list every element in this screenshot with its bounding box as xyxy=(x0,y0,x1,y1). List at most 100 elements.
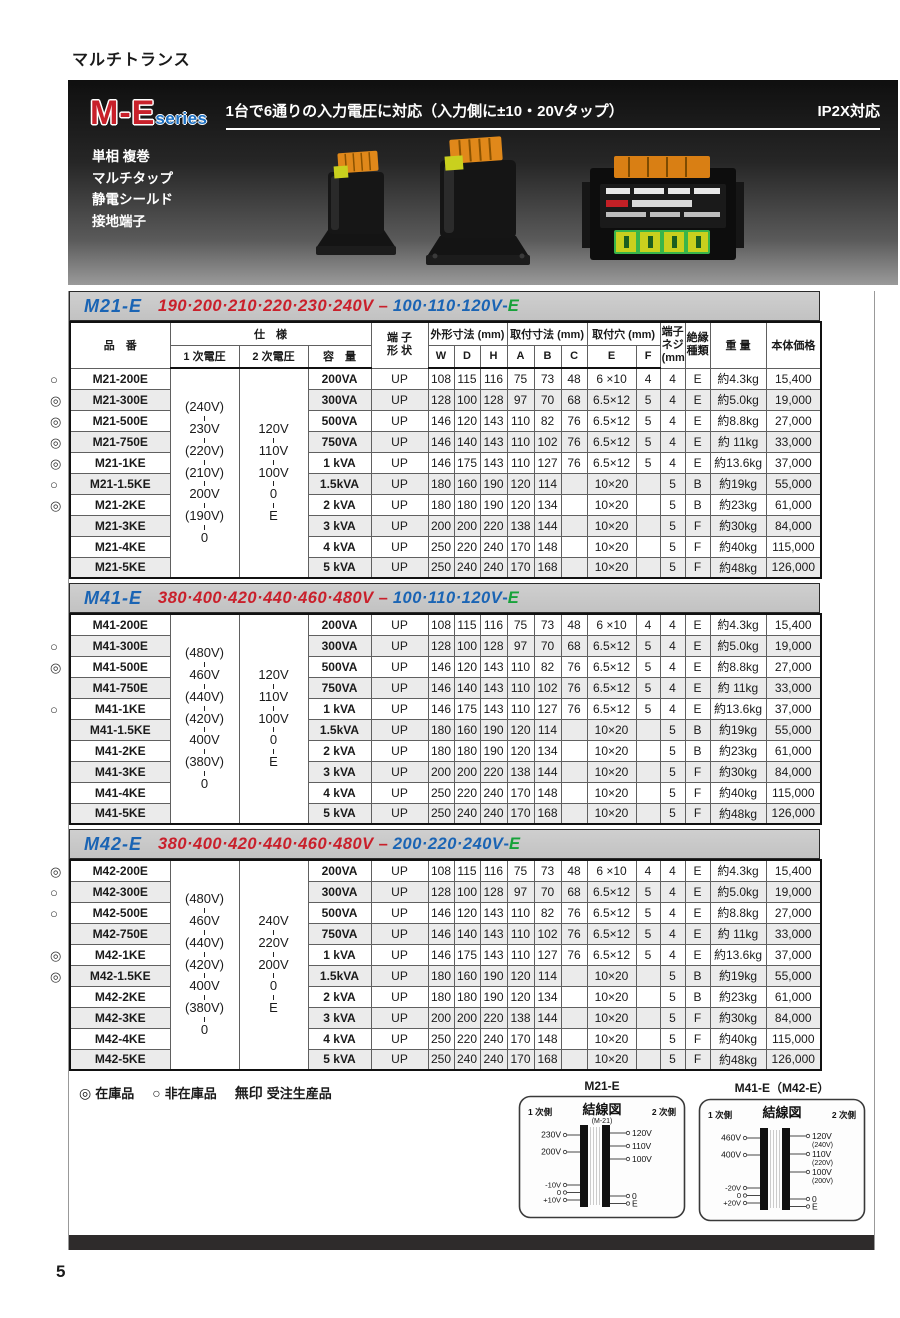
cell-capacity: 4 kVA xyxy=(307,781,372,804)
table-row: M21-750E 750VA UP 146 140 143 110 102 76 6.5×12 5 4… xyxy=(69,430,822,453)
svg-text:2 次側: 2 次側 xyxy=(832,1110,857,1120)
svg-text:+20V: +20V xyxy=(723,1199,741,1208)
tap-value: E xyxy=(269,754,278,770)
cell-hole-e: 10×20 xyxy=(586,802,637,825)
cell-terminal: UP xyxy=(370,676,429,699)
cell-weight: 約8.8kg xyxy=(709,409,767,432)
cell-insulation: B xyxy=(684,964,711,987)
cell-d: 100 xyxy=(453,634,481,657)
cell-w: 146 xyxy=(427,655,455,678)
catalog-box: ○ ◎ ◎ ◎ ◎ ○ ◎ M21-E 190·200·210·220·230·240V –100… xyxy=(50,291,875,1250)
table-model-label: M42-E xyxy=(84,833,143,854)
cell-weight: 約23kg xyxy=(709,493,767,516)
cell-b: 134 xyxy=(533,739,562,762)
tap-value: (380V) xyxy=(184,1000,225,1016)
table-model-label: M41-E xyxy=(84,587,143,608)
cell-weight: 約30kg xyxy=(709,760,767,783)
cell-hole-e: 10×20 xyxy=(586,1006,637,1029)
cell-hole-e: 6 ×10 xyxy=(586,859,637,882)
tap-value: 0 xyxy=(269,486,278,502)
table-row: M21-5KE 5 kVA UP 250 240 240 170 168 10×20 5 F 約48k… xyxy=(69,556,822,579)
cell-weight: 約4.3kg xyxy=(709,367,767,390)
cell-weight: 約4.3kg xyxy=(709,859,767,882)
product-photos xyxy=(316,136,744,265)
cell-w: 128 xyxy=(427,388,455,411)
cell-h: 240 xyxy=(479,781,508,804)
product-table-M21-E: ○ ◎ ◎ ◎ ◎ ○ ◎ M21-E 190·200·210·220·230·240V –100… xyxy=(50,291,874,579)
cell-screw: 5 xyxy=(659,985,686,1008)
cell-hole-f xyxy=(635,472,661,495)
cell-terminal: UP xyxy=(370,901,429,924)
bottom-bar xyxy=(69,1235,874,1250)
cell-h: 220 xyxy=(479,760,508,783)
cell-terminal: UP xyxy=(370,556,429,579)
cell-hole-f: 4 xyxy=(635,367,661,390)
cell-secondary-taps: 120V 110V 100V 0 E xyxy=(238,613,309,825)
cell-h: 190 xyxy=(479,964,508,987)
cell-price: 27,000 xyxy=(765,655,822,678)
cell-h: 220 xyxy=(479,514,508,537)
hero-tagline: 1台で6通りの入力電圧に対応（入力側に±10・20Vタップ） xyxy=(225,103,624,120)
col-sub: H xyxy=(479,344,508,369)
stock-marker-rail: ○ ◎ ○ xyxy=(50,583,69,825)
cell-screw: 4 xyxy=(659,388,686,411)
cell-insulation: E xyxy=(684,613,711,636)
cell-hole-f xyxy=(635,985,661,1008)
tap-value: 200V xyxy=(258,956,289,972)
table-row: M42-200E (480V) 460V (440V) (420V) 400V (380V)… xyxy=(69,859,822,1071)
cell-terminal: UP xyxy=(370,634,429,657)
stock-legend: ◎ 在庫品 ○ 非在庫品 無印 受注生産品 xyxy=(79,1079,518,1103)
table-row: M41-3KE 3 kVA UP 200 200 220 138 144 10×20 5 F 約30k… xyxy=(69,760,822,783)
cell-h: 143 xyxy=(479,430,508,453)
tap-value: 200V xyxy=(189,486,220,502)
tap-value: 100V xyxy=(258,464,289,480)
cell-screw: 4 xyxy=(659,676,686,699)
stock-marker xyxy=(50,1029,69,1050)
cell-price: 37,000 xyxy=(765,451,822,474)
cell-price: 33,000 xyxy=(765,676,822,699)
svg-text:(240V): (240V) xyxy=(812,1142,833,1149)
cell-price: 37,000 xyxy=(765,943,822,966)
cell-c xyxy=(560,1006,588,1029)
cell-insulation: B xyxy=(684,718,711,741)
cell-part: M21-4KE xyxy=(69,535,171,558)
table-row: M41-200E (480V) 460V (440V) (420V) 400V (380V)… xyxy=(69,613,822,825)
stock-marker xyxy=(50,1050,69,1071)
table-row: M21-200E (240V) 230V (220V) (210V) 200V (190V)… xyxy=(69,367,822,579)
cell-w: 180 xyxy=(427,493,455,516)
cell-capacity: 3 kVA xyxy=(307,514,372,537)
cell-d: 120 xyxy=(453,409,481,432)
cell-hole-f: 5 xyxy=(635,655,661,678)
cell-screw: 4 xyxy=(659,451,686,474)
stock-marker: ○ xyxy=(50,372,58,387)
tap-value: (420V) xyxy=(184,710,225,726)
hero-banner: M-Eseries 1台で6通りの入力電圧に対応（入力側に±10・20Vタップ）… xyxy=(68,80,898,285)
tap-value: 110V xyxy=(258,688,289,704)
cell-hole-f: 5 xyxy=(635,943,661,966)
tap-value: E xyxy=(269,1000,278,1016)
cell-hole-f xyxy=(635,739,661,762)
cell-insulation: E xyxy=(684,901,711,924)
col-dimensions: 外形寸法 (mm) xyxy=(427,321,508,346)
cell-secondary-taps: 240V 220V 200V 0 E xyxy=(238,859,309,1071)
tap-value: (380V) xyxy=(184,754,225,770)
suffix-dash: - xyxy=(502,296,508,315)
stock-marker: ◎ xyxy=(50,456,62,471)
cell-capacity: 3 kVA xyxy=(307,760,372,783)
cell-price: 84,000 xyxy=(765,1006,822,1029)
cell-c: 76 xyxy=(560,430,588,453)
cell-w: 200 xyxy=(427,1006,455,1029)
cell-price: 84,000 xyxy=(765,514,822,537)
cell-insulation: E xyxy=(684,367,711,390)
cell-w: 180 xyxy=(427,964,455,987)
cell-h: 128 xyxy=(479,634,508,657)
cell-insulation: F xyxy=(684,556,711,579)
cell-d: 120 xyxy=(453,655,481,678)
table-title-M21-E: M21-E 190·200·210·220·230·240V –100·110·12… xyxy=(69,291,820,321)
table-row: M42-1KE 1 kVA UP 146 175 143 110 127 76 6.5×12 5 4 E… xyxy=(69,943,822,966)
cell-b: 73 xyxy=(533,367,562,390)
cell-h: 128 xyxy=(479,880,508,903)
cell-hole-e: 6.5×12 xyxy=(586,388,637,411)
cell-b: 127 xyxy=(533,451,562,474)
